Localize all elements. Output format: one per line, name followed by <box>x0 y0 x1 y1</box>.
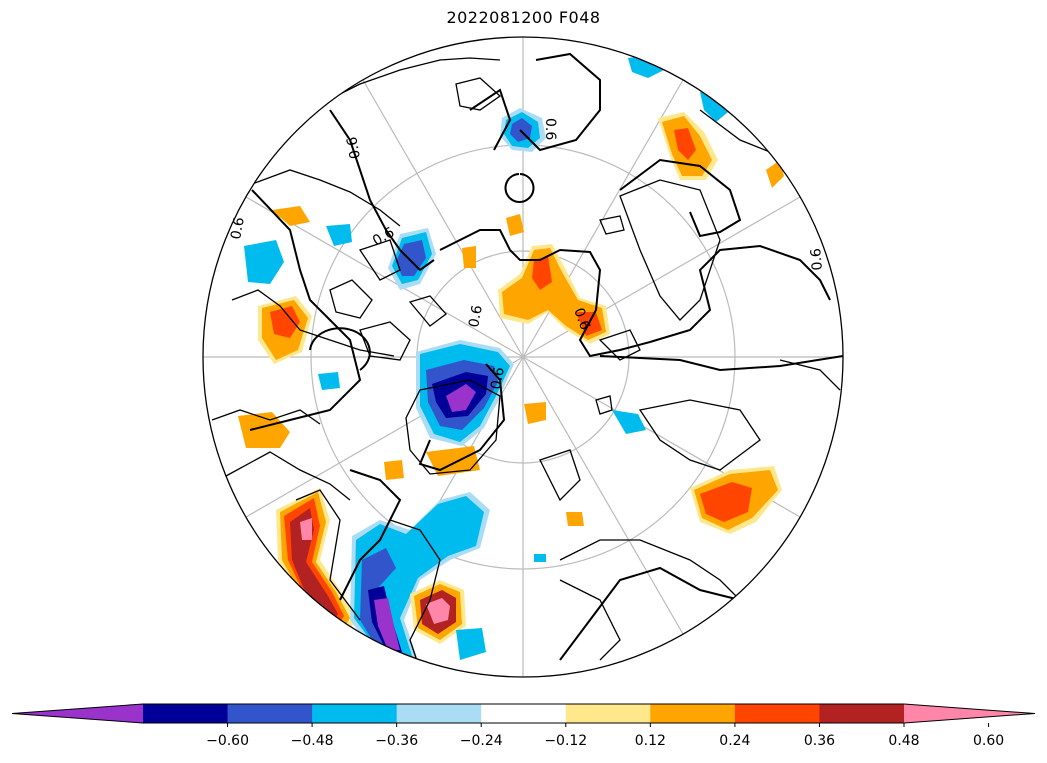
anomaly-region-positive <box>700 482 752 522</box>
coastline <box>295 489 361 621</box>
anomaly-region-positive <box>270 306 300 338</box>
anomaly-region-negative <box>396 240 426 276</box>
colorbar-segment <box>650 704 736 723</box>
colorbar-segment <box>143 704 229 723</box>
coastline <box>595 395 613 415</box>
colorbar-tick-label: 0.48 <box>888 733 919 749</box>
anomaly-region-positive <box>300 518 312 540</box>
coastline <box>539 449 581 502</box>
anomaly-region-negative <box>374 598 400 650</box>
coastline <box>251 169 401 227</box>
anomaly-region-negative <box>360 548 396 656</box>
anomaly-region-positive <box>524 402 546 424</box>
colorbar-extend-max <box>904 704 1035 723</box>
coastline <box>408 295 447 327</box>
anomaly-region-negative <box>318 372 340 390</box>
coastline <box>559 579 621 661</box>
colorbar-tick-label: −0.36 <box>375 733 418 749</box>
contour-line <box>559 566 741 661</box>
anomaly-region-positive <box>426 446 480 476</box>
coastline <box>358 239 401 281</box>
colorbar-segment <box>819 704 905 723</box>
contour-lines <box>249 52 843 661</box>
contour-line <box>599 355 843 372</box>
colorbar-segment <box>312 704 398 723</box>
coastline <box>638 399 761 471</box>
colorbar-segment <box>565 704 651 723</box>
colorbar-outline <box>11 703 1036 724</box>
contour-line <box>469 88 512 151</box>
colorbar-tick-label: 0.60 <box>973 733 1004 749</box>
colorbar-segment <box>227 704 313 723</box>
anomaly-region-positive <box>272 206 310 226</box>
colorbar-segment <box>396 704 482 723</box>
contour-line <box>339 469 402 601</box>
coastline <box>619 179 721 321</box>
coastline <box>231 289 395 357</box>
coastline <box>211 409 321 425</box>
contour-line <box>519 52 601 152</box>
coastline <box>598 329 641 361</box>
coastline <box>329 279 373 319</box>
anomaly-region-positive <box>384 460 404 480</box>
contour-label: 0.6 <box>570 306 593 332</box>
colorbar: −0.60 −0.48 −0.36 −0.24 −0.12 0.12 0.24 0.36 0.4… <box>11 703 1036 749</box>
coastline <box>225 451 351 501</box>
contour-label: 0.6 <box>466 304 486 329</box>
coastline <box>359 321 411 361</box>
contour-label: 0.6 <box>808 247 826 271</box>
colorbar-segment <box>734 704 820 723</box>
meridian-line <box>362 79 524 358</box>
anomaly-region-negative <box>612 410 646 434</box>
contour-line <box>439 229 831 358</box>
anomaly-region-negative <box>326 224 352 246</box>
anomaly-region-negative <box>446 384 476 412</box>
colorbar-tick-label: −0.12 <box>544 733 587 749</box>
anomaly-region-positive <box>426 598 450 624</box>
colorbar-extend-min <box>12 704 143 723</box>
map-title: 2022081200 F048 <box>446 8 601 27</box>
contour-line <box>619 158 742 238</box>
colorbar-tick-label: 0.36 <box>804 733 835 749</box>
anomaly-region-positive <box>462 246 476 268</box>
colorbar-segment <box>481 704 567 723</box>
coastline <box>599 215 625 235</box>
anomaly-region-negative <box>700 92 728 122</box>
contour-line <box>309 327 371 371</box>
colorbar-tick-label: −0.24 <box>460 733 503 749</box>
meridian-line <box>522 356 684 635</box>
colorbar-tick-label: 0.24 <box>719 733 750 749</box>
anomaly-region-positive <box>238 412 290 448</box>
anomaly-region-positive <box>766 160 784 188</box>
coastline <box>405 379 501 475</box>
anomaly-region-positive <box>674 128 696 160</box>
contour-label: 0.6 <box>344 135 364 160</box>
contour-line <box>329 109 435 272</box>
anomaly-region-positive <box>532 256 552 290</box>
contour-line <box>249 189 362 431</box>
contour-line <box>418 363 506 472</box>
contour-label: 0.6 <box>488 366 508 391</box>
coastline <box>455 77 502 111</box>
coastline <box>327 57 501 101</box>
colorbar-tick-label: −0.60 <box>206 733 249 749</box>
map-boundary <box>202 36 844 678</box>
map-disk: 0.6 0.6 0.6 0.6 0.6 0.6 0.6 0.6 <box>202 36 844 678</box>
anomaly-region-positive <box>506 214 524 236</box>
contour-label: 0.6 <box>542 118 558 140</box>
coastline <box>389 519 441 671</box>
colorbar-tick-label: −0.48 <box>291 733 334 749</box>
colorbar-tick-label: 0.12 <box>635 733 666 749</box>
anomaly-region-positive <box>566 512 584 526</box>
anomaly-region-negative <box>534 554 546 562</box>
contour-line <box>504 173 535 203</box>
anomaly-region-negative <box>456 628 486 660</box>
anomaly-region-negative <box>244 240 284 284</box>
